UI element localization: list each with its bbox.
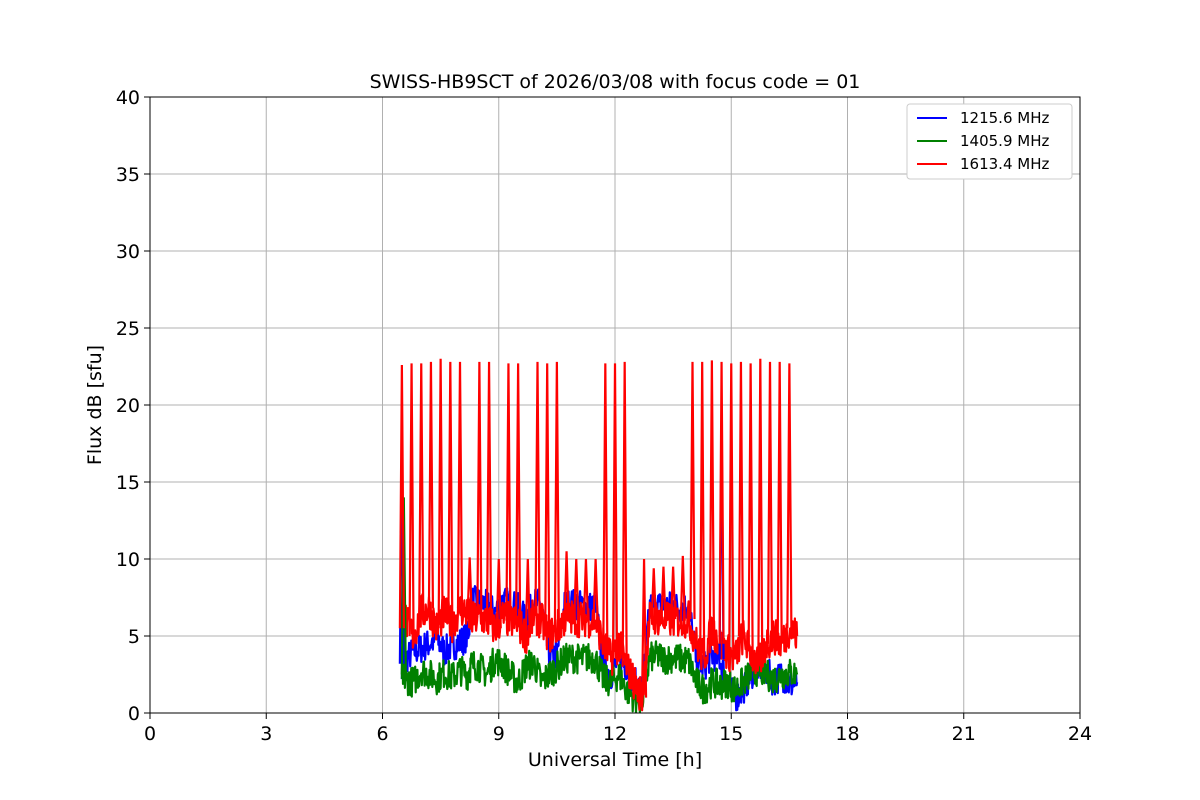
y-tick-label: 20 [116, 395, 140, 417]
red-spike [699, 361, 706, 660]
series-line-1 [400, 640, 799, 714]
red-spike [611, 363, 619, 660]
red-spike [602, 363, 609, 644]
red-spike [456, 361, 464, 609]
red-spike [466, 557, 473, 613]
y-tick-label: 30 [116, 241, 140, 263]
plot-area [398, 358, 799, 714]
red-spike [515, 363, 522, 624]
red-spike [485, 361, 493, 621]
red-spike [408, 363, 415, 637]
red-spike [582, 558, 590, 620]
red-spike [563, 551, 570, 620]
x-axis: 0 3 6 9 12 15 18 21 24 [144, 713, 1092, 745]
red-spike [427, 361, 435, 609]
red-spike [592, 558, 599, 621]
x-tick-label: 6 [376, 723, 388, 745]
red-spike [708, 360, 715, 629]
red-spike [650, 568, 657, 620]
red-spike [786, 363, 793, 629]
red-spike [544, 363, 551, 637]
red-spike [679, 555, 686, 621]
y-tick-label: 35 [116, 164, 140, 186]
red-spike [757, 358, 764, 667]
red-spike [737, 361, 745, 637]
x-tick-label: 0 [144, 723, 156, 745]
y-tick-label: 5 [128, 626, 140, 648]
x-tick-label: 24 [1068, 723, 1092, 745]
red-spike [553, 361, 560, 629]
red-spike [476, 361, 483, 618]
y-tick-label: 10 [116, 549, 140, 571]
x-tick-label: 12 [603, 723, 627, 745]
red-spike [418, 363, 425, 613]
x-tick-label: 9 [493, 723, 505, 745]
red-spike [524, 558, 531, 637]
legend: 1215.6 MHz 1405.9 MHz 1613.4 MHz [906, 103, 1073, 180]
red-spike [766, 361, 774, 644]
legend-label-1215: 1215.6 MHz [960, 109, 1049, 127]
y-axis: 0 5 10 15 20 25 30 35 40 [116, 87, 150, 725]
y-tick-label: 25 [116, 318, 140, 340]
red-spike [689, 361, 696, 620]
y-tick-label: 0 [128, 703, 140, 725]
legend-label-1405: 1405.9 MHz [960, 132, 1049, 150]
red-spike [447, 361, 454, 624]
x-tick-label: 21 [952, 723, 976, 745]
legend-label-1613: 1613.4 MHz [960, 155, 1049, 173]
red-spike [640, 558, 648, 698]
red-spike [398, 364, 405, 629]
red-spike [670, 566, 677, 620]
x-axis-label: Universal Time [h] [528, 749, 702, 771]
y-axis-label: Flux dB [sfu] [84, 345, 106, 465]
legend-box [906, 103, 1073, 180]
red-spike [505, 363, 512, 621]
red-spike [718, 361, 725, 644]
red-spike [660, 566, 667, 621]
red-spike [437, 358, 444, 629]
x-tick-label: 18 [835, 723, 859, 745]
red-spike [495, 558, 502, 629]
x-tick-label: 15 [719, 723, 743, 745]
red-spike [728, 363, 735, 652]
red-spike [747, 363, 754, 652]
red-spike [573, 558, 580, 618]
chart-title: SWISS-HB9SCT of 2026/03/08 with focus co… [370, 71, 861, 93]
series-line-2 [400, 593, 799, 712]
y-tick-label: 40 [116, 87, 140, 109]
red-spike [776, 361, 783, 644]
red-spike [621, 361, 628, 667]
x-tick-label: 3 [260, 723, 272, 745]
red-spike [534, 361, 541, 616]
y-tick-label: 15 [116, 472, 140, 494]
